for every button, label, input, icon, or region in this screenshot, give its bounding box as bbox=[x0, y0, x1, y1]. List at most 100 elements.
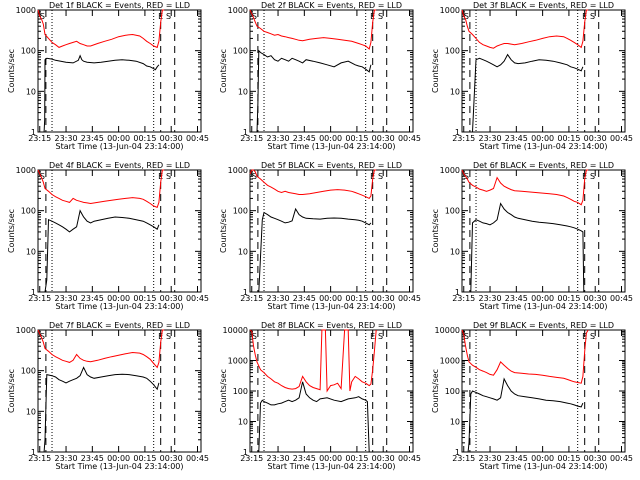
x-axis-label: Start Time (13-Jun-04 23:14:00) bbox=[480, 462, 608, 471]
y-tick-label: 100 bbox=[445, 387, 460, 396]
y-tick-label: 10 bbox=[238, 247, 248, 256]
plot-frame bbox=[37, 329, 202, 453]
x-tick-label: 23:30 bbox=[55, 454, 78, 463]
segment-marker: S bbox=[40, 172, 45, 181]
y-tick-label: 1 bbox=[31, 448, 36, 457]
y-axis-label: Counts/sec bbox=[219, 209, 228, 253]
chart-panel-2: Det 2f BLACK = Events, RED = LLD 1 10 100 10… bbox=[219, 1, 421, 151]
series-lld bbox=[249, 9, 377, 50]
series-events bbox=[255, 381, 370, 453]
series-events bbox=[465, 377, 584, 453]
plot-frame bbox=[37, 9, 202, 133]
y-axis-label: Counts/sec bbox=[7, 49, 16, 93]
x-axis-label: Start Time (13-Jun-04 23:14:00) bbox=[56, 142, 184, 151]
y-tick-label: 1000 bbox=[440, 6, 460, 15]
chart-title: Det 9f BLACK = Events, RED = LLD bbox=[473, 321, 614, 330]
x-tick-label: 23:15 bbox=[240, 454, 263, 463]
chart-title: Det 8f BLACK = Events, RED = LLD bbox=[261, 321, 402, 330]
y-tick-label: 1 bbox=[31, 128, 36, 137]
plot-frame bbox=[461, 169, 626, 293]
segment-marker: S bbox=[378, 332, 383, 341]
segment-marker: S bbox=[464, 332, 469, 341]
chart-title: Det 2f BLACK = Events, RED = LLD bbox=[261, 1, 402, 10]
x-tick-label: 00:15 bbox=[557, 294, 580, 303]
chart-panel-4: Det 4f BLACK = Events, RED = LLD 1 10 100 10… bbox=[7, 161, 209, 311]
x-tick-label: 00:00 bbox=[319, 454, 342, 463]
segment-marker: S bbox=[166, 172, 171, 181]
x-tick-label: 23:45 bbox=[293, 294, 316, 303]
y-tick-label: 100 bbox=[233, 387, 248, 396]
x-tick-label: 23:15 bbox=[240, 294, 263, 303]
segment-marker: S bbox=[378, 12, 383, 21]
x-axis-label: Start Time (13-Jun-04 23:14:00) bbox=[480, 302, 608, 311]
y-tick-label: 1000 bbox=[16, 6, 36, 15]
plot-frame bbox=[461, 329, 626, 453]
chart-panel-3: Det 3f BLACK = Events, RED = LLD 1 10 100 10… bbox=[431, 1, 633, 151]
segment-marker: S bbox=[378, 172, 383, 181]
y-tick-label: 1000 bbox=[16, 166, 36, 175]
x-tick-label: 23:30 bbox=[55, 294, 78, 303]
x-tick-label: 00:30 bbox=[584, 454, 607, 463]
x-tick-label: 23:45 bbox=[293, 134, 316, 143]
chart-title: Det 5f BLACK = Events, RED = LLD bbox=[261, 161, 402, 170]
y-axis-label: Counts/sec bbox=[219, 49, 228, 93]
x-tick-label: 23:15 bbox=[28, 294, 51, 303]
x-tick-label: 00:15 bbox=[133, 134, 156, 143]
y-axis-label: Counts/sec bbox=[7, 209, 16, 253]
y-tick-label: 10 bbox=[450, 247, 460, 256]
x-tick-label: 00:30 bbox=[372, 454, 395, 463]
chart-title: Det 4f BLACK = Events, RED = LLD bbox=[49, 161, 190, 170]
chart-panel-9: Det 9f BLACK = Events, RED = LLD 1 10 100 10… bbox=[431, 321, 633, 471]
y-tick-label: 10 bbox=[238, 87, 248, 96]
x-axis-label: Start Time (13-Jun-04 23:14:00) bbox=[268, 302, 396, 311]
y-tick-label: 100 bbox=[445, 47, 460, 56]
segment-marker: S bbox=[252, 12, 257, 21]
segment-marker: S bbox=[166, 12, 171, 21]
x-axis-label: Start Time (13-Jun-04 23:14:00) bbox=[56, 462, 184, 471]
series-lld bbox=[461, 329, 589, 384]
y-tick-label: 1000 bbox=[440, 166, 460, 175]
segment-marker: S bbox=[40, 12, 45, 21]
x-tick-label: 00:15 bbox=[557, 134, 580, 143]
series-lld bbox=[37, 9, 165, 49]
y-tick-label: 1000 bbox=[440, 357, 460, 366]
chart-title: Det 1f BLACK = Events, RED = LLD bbox=[49, 1, 190, 10]
series-lld bbox=[249, 329, 377, 393]
series-lld bbox=[249, 169, 377, 200]
x-axis-label: Start Time (13-Jun-04 23:14:00) bbox=[56, 302, 184, 311]
x-tick-label: 23:30 bbox=[479, 134, 502, 143]
chart-panel-8: Det 8f BLACK = Events, RED = LLD 1 10 100 10… bbox=[219, 321, 421, 471]
x-tick-label: 00:00 bbox=[531, 134, 554, 143]
y-axis-label: Counts/sec bbox=[431, 49, 440, 93]
segment-marker: E bbox=[582, 12, 587, 21]
x-axis-label: Start Time (13-Jun-04 23:14:00) bbox=[268, 142, 396, 151]
y-tick-label: 10 bbox=[26, 407, 36, 416]
x-tick-label: 23:45 bbox=[505, 134, 528, 143]
segment-marker: E bbox=[582, 332, 587, 341]
y-tick-label: 10 bbox=[26, 247, 36, 256]
series-lld bbox=[37, 169, 165, 209]
x-tick-label: 00:30 bbox=[584, 134, 607, 143]
chart-panel-1: Det 1f BLACK = Events, RED = LLD 1 10 100 10… bbox=[7, 1, 209, 151]
chart-panel-5: Det 5f BLACK = Events, RED = LLD 1 10 100 10… bbox=[219, 161, 421, 311]
x-tick-label: 23:45 bbox=[81, 294, 104, 303]
x-tick-label: 00:45 bbox=[186, 134, 209, 143]
y-tick-label: 100 bbox=[21, 207, 36, 216]
segment-marker: S bbox=[590, 172, 595, 181]
y-tick-label: 10000 bbox=[223, 326, 248, 335]
x-tick-label: 00:45 bbox=[610, 294, 633, 303]
segment-marker: S bbox=[590, 332, 595, 341]
x-tick-label: 23:45 bbox=[81, 134, 104, 143]
x-tick-label: 00:45 bbox=[398, 454, 421, 463]
x-tick-label: 23:15 bbox=[28, 134, 51, 143]
x-tick-label: 23:15 bbox=[452, 134, 475, 143]
plot-frame bbox=[37, 169, 202, 293]
chart-panel-6: Det 6f BLACK = Events, RED = LLD 1 10 100 10… bbox=[431, 161, 633, 311]
y-tick-label: 1000 bbox=[16, 326, 36, 335]
series-events bbox=[467, 202, 585, 293]
x-tick-label: 00:30 bbox=[160, 294, 183, 303]
x-tick-label: 00:45 bbox=[186, 294, 209, 303]
x-tick-label: 00:30 bbox=[372, 134, 395, 143]
y-tick-label: 1 bbox=[455, 448, 460, 457]
segment-marker: E bbox=[158, 172, 163, 181]
